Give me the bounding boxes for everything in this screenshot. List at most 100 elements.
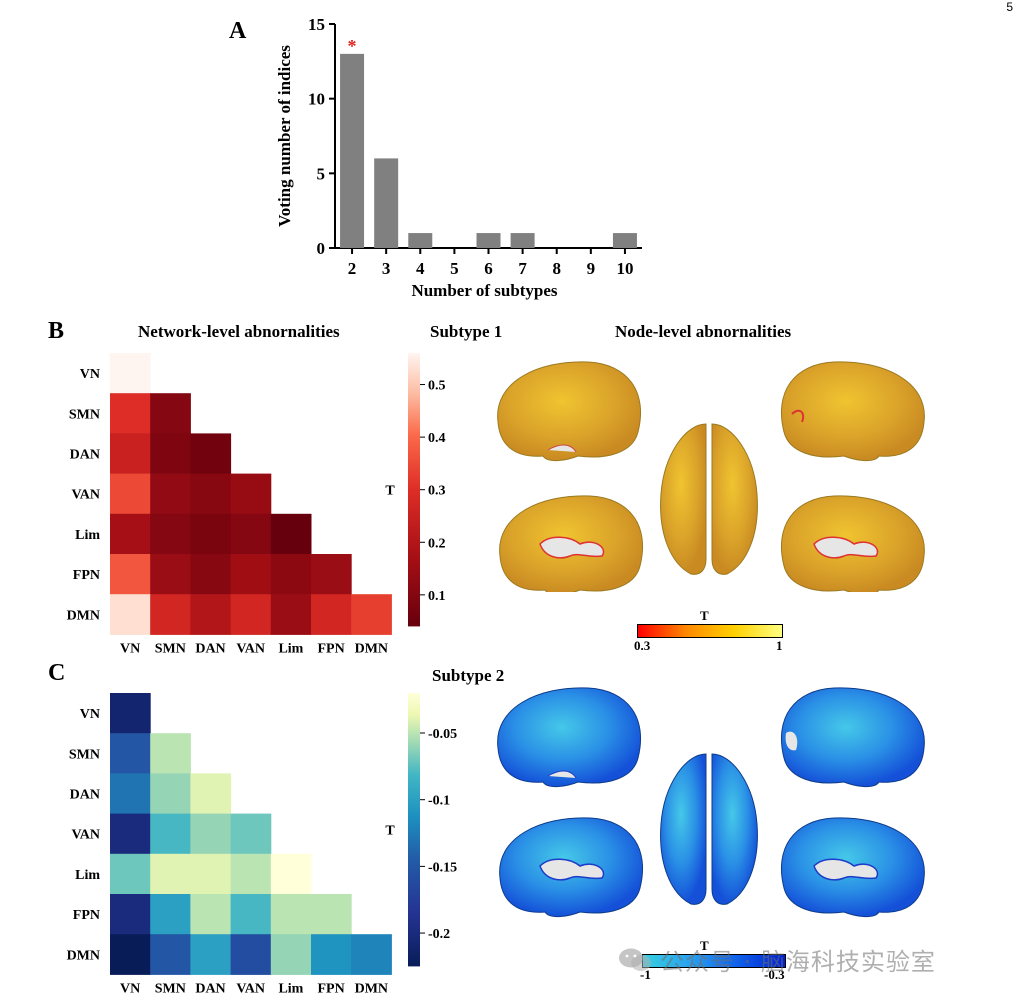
heatmap-cell [110,594,151,635]
heatmap-cell [110,934,151,975]
y-tick-label: 15 [308,15,325,34]
bar [374,158,399,248]
colorbar-tick-label: 0.3 [428,484,446,499]
panel-letter-b: B [48,318,65,344]
node-level-title: Node-level abnornalities [615,322,792,341]
bar-chart: 0 5 10 15 2 * 3 4 5 6 7 8 9 10 Number of subtypes Votin… [275,15,642,300]
network-level-title: Network-level abnornalities [138,322,340,341]
heatmap-cell [230,813,272,855]
heatmap-cell [150,594,191,635]
colorbar-tick-label: 0.2 [428,536,446,551]
row-label: SMN [69,407,100,422]
heatmap-cell [110,353,151,394]
colorbar [408,353,420,627]
brain-colorbar-1-min: 0.3 [634,638,651,653]
colorbar-tick-label: 0.5 [428,379,446,394]
col-label: SMN [155,981,186,996]
y-axis-label: Voting number of indices [275,45,294,227]
col-label: Lim [278,641,303,656]
colorbar-tick-label: 0.4 [428,431,446,446]
y-tick-label: 10 [308,90,325,109]
heatmap-cell [190,594,232,635]
heatmap-cell [230,554,272,595]
bar [476,233,501,248]
colorbar-tick-label: -0.15 [428,860,457,875]
heatmap-cell [110,473,151,515]
heatmap-cell [150,473,191,515]
colorbar-label: T [385,824,395,839]
brain-renders-subtype-2 [497,687,925,918]
col-label: DMN [355,981,388,996]
row-label: VAN [71,488,100,503]
heatmap-cell [230,473,272,515]
col-label: DAN [195,641,225,656]
col-label: VN [120,641,140,656]
bar [340,53,365,248]
subtype-2-title: Subtype 2 [432,666,505,685]
heatmap-cell [270,934,312,975]
col-label: SMN [155,641,186,656]
row-label: VN [80,707,100,722]
col-label: DAN [195,981,225,996]
brain2-medial-right [780,817,925,918]
heatmap-cell [110,894,151,935]
heatmap-cell [110,813,151,855]
heatmap-cell [190,554,232,595]
row-label: Lim [75,528,100,543]
row-label: VAN [71,828,100,843]
heatmap-cell [311,554,352,595]
y-tick-label: 0 [317,239,326,258]
heatmap-cell [150,773,191,815]
brain-colorbar-1-max: 1 [776,638,783,653]
watermark-text: 公众号 · 脑海科技实验室 [660,948,936,976]
heatmap-cell [150,513,191,555]
brain-colorbar-2-max: -0.3 [764,967,785,982]
heatmap-cell [190,894,232,935]
brain2-dorsal [660,753,758,905]
heatmap-cell [270,513,312,555]
x-tick-label: 3 [382,259,391,278]
heatmap-cell [270,894,312,935]
heatmap-cell [150,433,191,475]
colorbar [408,693,420,967]
row-label: FPN [73,908,100,923]
colorbar-tick-label: -0.2 [428,927,450,942]
col-label: VAN [236,641,265,656]
heatmap-cell [270,554,312,595]
brain-dorsal [660,423,758,575]
colorbar-tick-label: -0.05 [428,727,457,742]
heatmap-cell [230,894,272,935]
row-label: FPN [73,568,100,583]
brain2-lateral-right [780,687,925,788]
heatmap-subtype-1: VN SMN DAN VAN Lim FPN DMN VN SMN DAN VAN Lim FPN DMN… [67,353,446,656]
heatmap-cell [190,433,232,475]
heatmap-cell [311,934,352,975]
heatmap-subtype-2: VN SMN DAN VAN Lim FPN DMN VN SMN DAN VAN Lim FPN DMN… [67,693,457,996]
heatmap-cell [311,894,352,935]
heatmap-cell [351,594,392,635]
row-label: Lim [75,868,100,883]
heatmap-cell [230,513,272,555]
brain-medial-left [499,495,644,592]
heatmap-cell [230,934,272,975]
row-label: DMN [67,948,100,963]
brain2-medial-left [499,817,644,918]
x-tick-label: 9 [587,259,596,278]
brain-medial-right [780,495,925,592]
brain-colorbar-1 [637,624,783,638]
brain-colorbar-2-label: T [700,938,709,953]
panel-letter-c: C [48,660,66,686]
heatmap-cell [270,853,312,895]
brain2-lateral-left [497,687,642,788]
heatmap-cell [150,853,191,895]
heatmap-cell [190,473,232,515]
heatmap-cell [110,433,151,475]
heatmap-cell [110,693,151,734]
x-tick-label: 7 [518,259,527,278]
x-tick-label: 8 [552,259,561,278]
heatmap-cell [110,853,151,895]
heatmap-cell [110,773,151,815]
x-tick-label: 10 [616,259,633,278]
x-tick-label: 5 [450,259,459,278]
heatmap-cell [311,594,352,635]
